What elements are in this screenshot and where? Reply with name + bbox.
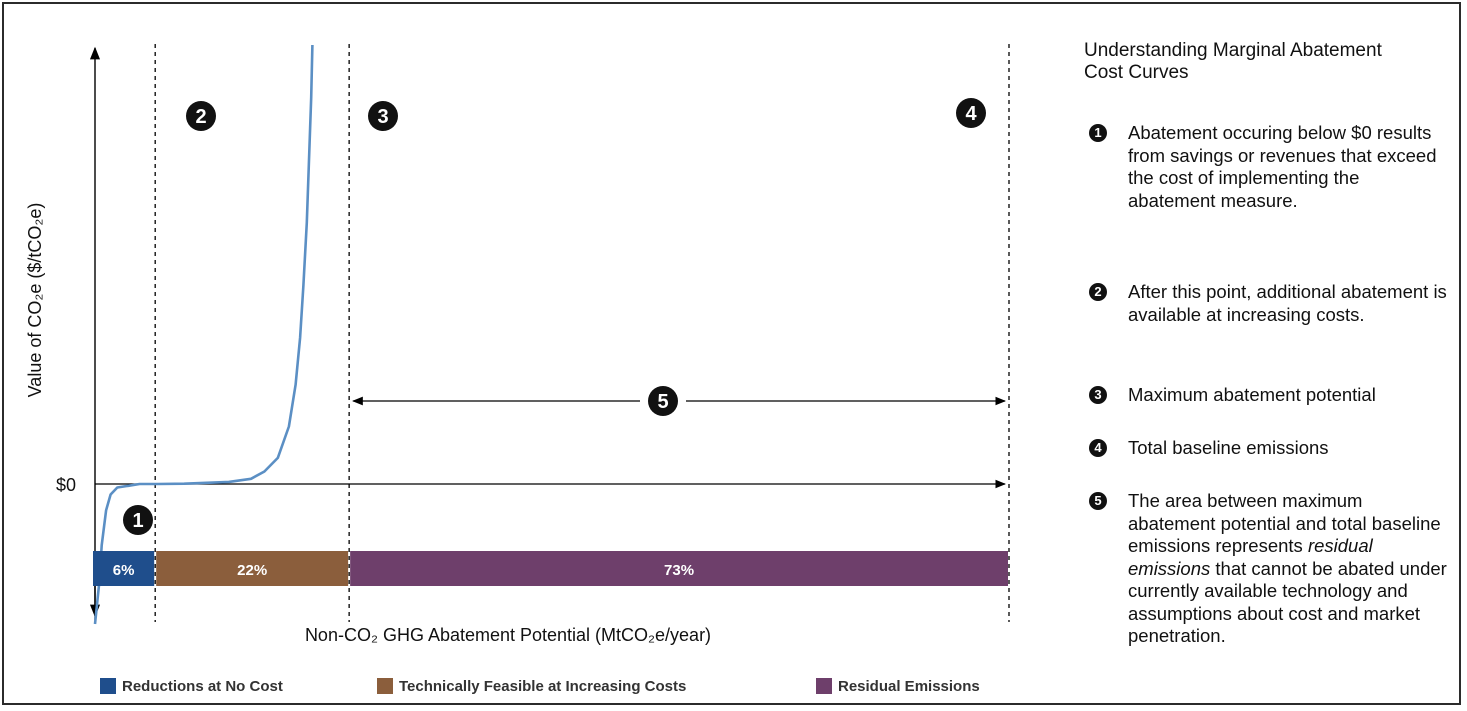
side-note-1-text: Abatement occuring below $0 results from…: [1128, 122, 1437, 211]
bar-segment-label-3: 73%: [664, 562, 694, 579]
bar-segment-label-2: 22%: [237, 562, 267, 579]
side-note-4-text: Total baseline emissions: [1128, 437, 1329, 458]
legend-item-3: Residual Emissions: [816, 676, 980, 696]
legend-label: Reductions at No Cost: [122, 677, 283, 695]
side-note-4-number: 4: [1089, 439, 1107, 457]
legend-item-2: Technically Feasible at Increasing Costs: [377, 676, 686, 696]
side-note-5-text: The area between maximum abatement poten…: [1128, 490, 1447, 646]
legend-item-1: Reductions at No Cost: [100, 676, 283, 696]
y-axis-label: Value of CO₂e ($/tCO₂e): [25, 203, 45, 398]
marker-4-label: 4: [965, 103, 977, 125]
marker-3-circle: [368, 101, 398, 131]
bar-segment-2: [156, 551, 349, 586]
side-panel-title: Understanding Marginal Abatement Cost Cu…: [1084, 40, 1382, 83]
legend-swatch: [377, 678, 393, 694]
legend-swatch: [100, 678, 116, 694]
legend-label: Technically Feasible at Increasing Costs: [399, 677, 687, 695]
legend-swatch: [816, 678, 832, 694]
side-note-3-number: 3: [1089, 386, 1107, 404]
mac-curve: [93, 44, 314, 625]
marker-5-label: 5: [657, 391, 668, 413]
marker-5-circle: [648, 386, 678, 416]
side-note-1-number: 1: [1089, 124, 1107, 142]
marker-4-circle: [956, 98, 986, 128]
side-note-5-number: 5: [1089, 492, 1107, 510]
marker-3-label: 3: [377, 106, 388, 128]
marker-1-circle: [123, 505, 153, 535]
bar-segment-label-1: 6%: [113, 562, 135, 579]
bar-segment-3: [350, 551, 1008, 586]
marker-2-circle: [186, 101, 216, 131]
side-note-2-text: After this point, additional abatement i…: [1128, 281, 1447, 325]
x-axis-label: Non-CO₂ GHG Abatement Potential (MtCO₂e/…: [305, 625, 711, 645]
side-note-2-number: 2: [1089, 283, 1107, 301]
legend-label: Residual Emissions: [838, 677, 980, 695]
side-note-3-text: Maximum abatement potential: [1128, 384, 1376, 405]
y-tick-label: $0: [56, 475, 76, 495]
bar-segment-1: [93, 551, 155, 586]
marker-2-label: 2: [195, 106, 206, 128]
marker-1-label: 1: [132, 510, 143, 532]
